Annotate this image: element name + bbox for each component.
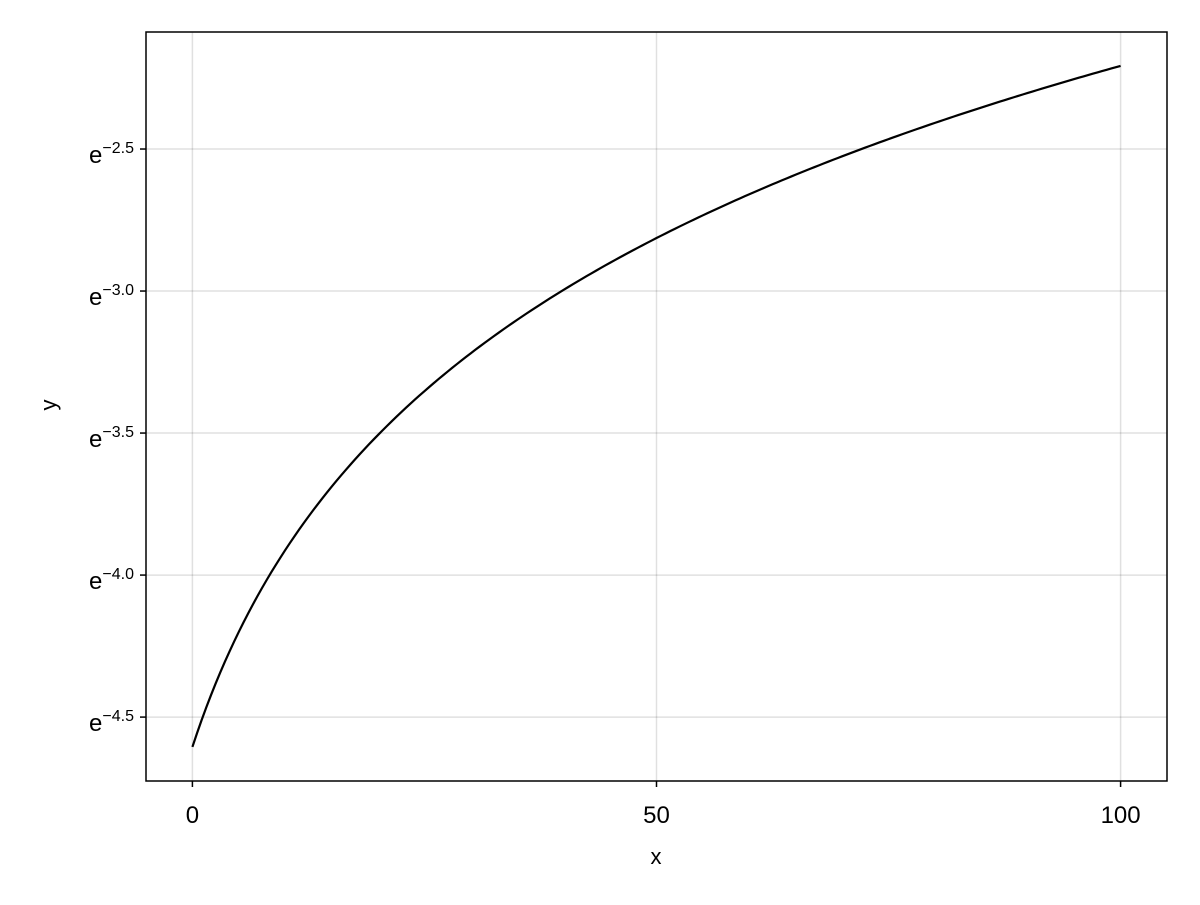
y-tick-exponent: −3.5 (102, 424, 134, 441)
y-tick-label: e−4.5 (89, 708, 134, 737)
y-tick-base: e (89, 426, 102, 453)
y-axis-label: y (36, 400, 61, 411)
grid (146, 32, 1167, 781)
y-tick-label: e−2.5 (89, 140, 134, 169)
x-tick-label: 50 (643, 802, 670, 829)
x-axis-label: x (651, 844, 662, 869)
y-tick-label: e−3.5 (89, 424, 134, 453)
y-tick-exponent: −3.0 (102, 282, 134, 299)
y-tick-base: e (89, 568, 102, 595)
y-tick-exponent: −4.5 (102, 708, 134, 725)
x-tick-label: 0 (186, 802, 199, 829)
y-tick-base: e (89, 142, 102, 169)
y-tick-label: e−4.0 (89, 566, 134, 595)
x-tick-label: 100 (1101, 802, 1141, 829)
series-line (191, 64, 1121, 748)
y-tick-base: e (89, 284, 102, 311)
y-tick-base: e (89, 710, 102, 737)
y-tick-exponent: −2.5 (102, 140, 134, 157)
y-tick-exponent: −4.0 (102, 566, 134, 583)
y-axis: e−2.5e−3.0e−3.5e−4.0e−4.5 (89, 140, 146, 737)
y-tick-label: e−3.0 (89, 282, 134, 311)
x-axis: 0 50 100 (186, 781, 1141, 829)
